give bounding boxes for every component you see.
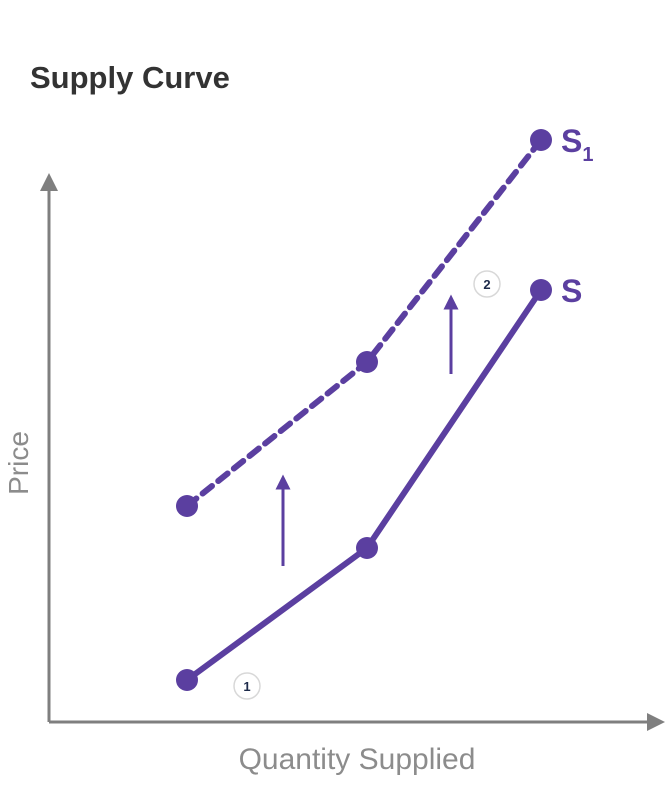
series-line-s1 [184, 137, 544, 509]
series-label-s1: S1 [561, 123, 593, 166]
marker-badge[interactable] [473, 270, 501, 298]
marker-badge-label: 2 [483, 277, 490, 292]
data-point [530, 279, 552, 301]
data-point [530, 129, 552, 151]
marker-badge-label: 1 [243, 679, 250, 694]
data-point [176, 669, 198, 691]
series-label-s: S [561, 273, 582, 309]
data-point [356, 351, 378, 373]
series-label-subscript: 1 [582, 144, 593, 166]
series-line-s [184, 287, 544, 683]
data-point [356, 537, 378, 559]
marker-badge[interactable] [233, 672, 261, 700]
page-title: Supply Curve [30, 60, 230, 95]
y-axis-label: Price [3, 431, 34, 495]
data-point [176, 495, 198, 517]
x-axis-label: Quantity Supplied [239, 743, 476, 776]
